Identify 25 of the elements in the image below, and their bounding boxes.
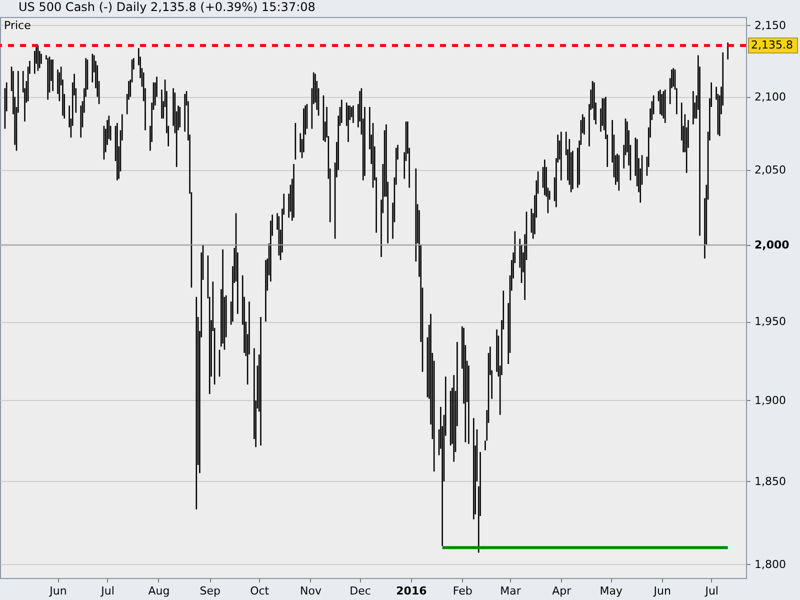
x-tick-label: May <box>600 584 624 598</box>
y-tick-label: 2,100 <box>754 90 786 104</box>
y-tick-label: 1,850 <box>754 474 786 488</box>
x-tick-label: 2016 <box>396 584 428 598</box>
x-tick-label: Jun <box>48 584 67 598</box>
x-tick-label: Dec <box>350 584 371 598</box>
x-tick-label: Jul <box>100 584 114 598</box>
ref-line-label: 2,135.8 <box>751 38 793 52</box>
y-tick-label: 1,900 <box>754 394 786 407</box>
x-tick-label: Sep <box>200 584 220 598</box>
y-tick-label: 2,000 <box>754 238 790 252</box>
chart-title: US 500 Cash (-) Daily 2,135.8 (+0.39%) 15:37:08 <box>18 0 316 14</box>
y-tick-label: 1,800 <box>754 558 786 571</box>
x-tick-label: Oct <box>250 584 270 598</box>
x-tick-label: Jun <box>652 584 671 598</box>
y-tick-label: 2,150 <box>754 18 786 32</box>
y-tick-label: 1,950 <box>754 315 786 328</box>
x-tick-label: Nov <box>300 584 322 598</box>
x-tick-label: Feb <box>452 584 472 598</box>
x-tick-label: Apr <box>552 584 572 598</box>
x-tick-label: Mar <box>500 584 522 598</box>
y-tick-label: 2,050 <box>754 163 786 176</box>
x-tick-label: Jul <box>704 584 718 598</box>
y-axis-title: Price <box>4 19 32 32</box>
x-tick-label: Aug <box>148 584 170 598</box>
